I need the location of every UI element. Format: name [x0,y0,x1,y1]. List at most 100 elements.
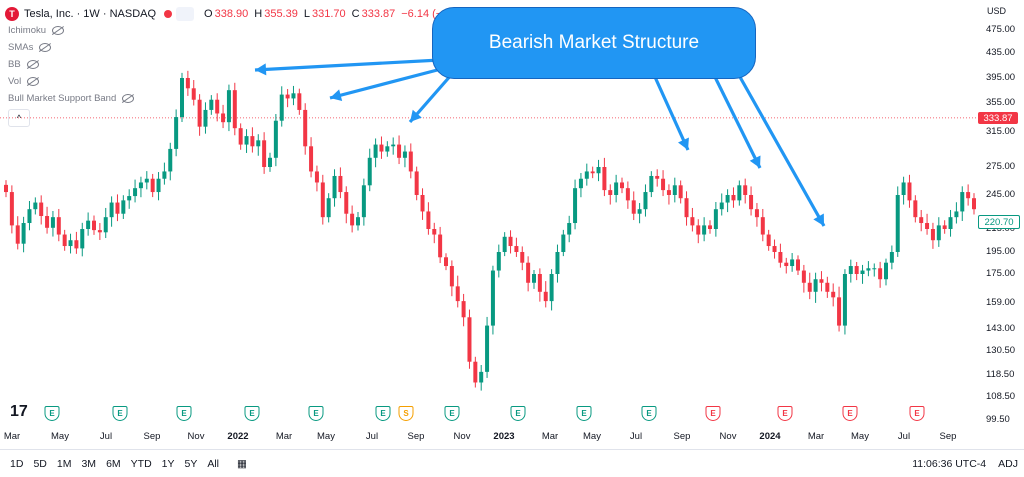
earnings-event-icon[interactable]: E [641,406,657,421]
candle-body [232,90,237,129]
candle-body [162,171,167,179]
indicator-bb[interactable]: BB [8,59,39,70]
price-tick-label: 99.50 [986,414,1010,425]
range-1m-button[interactable]: 1M [56,457,72,470]
candle-body [942,225,947,229]
annotation-arrow [713,76,762,169]
candle-body [766,234,771,247]
hidden-eye-icon[interactable] [27,77,40,86]
earnings-event-icon[interactable]: E [308,406,324,421]
time-tick-label: Nov [719,431,737,442]
candle-body [391,144,396,147]
range-3m-button[interactable]: 3M [81,457,97,470]
candle-body [356,217,360,226]
indicator-bull-band[interactable]: Bull Market Support Band [8,93,135,104]
earnings-event-icon[interactable]: E [777,406,793,421]
hidden-eye-icon[interactable] [122,94,135,103]
candle-body [960,192,965,212]
earnings-event-icon[interactable]: E [842,406,858,421]
earnings-event-icon[interactable]: S [398,406,414,421]
candle-body [174,117,179,149]
market-status-icon [164,10,173,18]
candle-body [56,217,61,235]
earnings-event-icon[interactable]: E [112,406,128,421]
calendar-icon[interactable]: ▦ [237,457,247,470]
time-tick-label: Mar [3,431,21,442]
currency-label[interactable]: USD [986,6,1006,16]
tradingview-logo-icon[interactable]: 17 [10,403,28,420]
adj-toggle[interactable]: ADJ [998,457,1018,470]
range-6m-button[interactable]: 6M [106,457,121,470]
candle-body [50,217,55,228]
candle-body [602,167,607,191]
compare-icon[interactable] [176,7,195,21]
indicator-ichimoku[interactable]: Ichimoku [8,25,65,36]
candle-body [807,282,812,292]
time-tick-label: Sep [407,431,425,442]
price-tick-label: 118.50 [986,369,1015,380]
candle-body [250,136,255,147]
candle-body [68,240,73,247]
candle-body [127,196,132,201]
earnings-event-icon[interactable]: E [444,406,460,421]
earnings-event-icon[interactable]: E [44,406,60,421]
candle-body [684,198,689,218]
arrow-head-icon [410,109,422,122]
range-1y-button[interactable]: 1Y [161,457,175,470]
candle-body [438,234,443,258]
candle-body [649,175,654,193]
candle-body [831,291,836,298]
candle-body [9,192,14,226]
price-tick-label: 275.00 [986,161,1016,172]
time-tick-label: Mar [807,431,825,442]
time-tick-label: 2023 [493,431,515,442]
range-5y-button[interactable]: 5Y [184,457,198,470]
candle-body [338,175,343,193]
candle-body [467,317,472,362]
earnings-event-icon[interactable]: E [705,406,721,421]
time-tick-label: Sep [939,431,957,442]
candle-body [121,200,126,214]
hidden-eye-icon[interactable] [52,26,65,35]
earnings-event-icon[interactable]: E [244,406,260,421]
candle-body [907,182,912,201]
earnings-event-icon[interactable]: E [510,406,526,421]
range-ytd-button[interactable]: YTD [130,457,152,470]
candle-body [690,217,695,226]
candle-body [666,190,671,195]
earnings-event-icon[interactable]: E [909,406,925,421]
annotation-bubble[interactable]: Bearish Market Structure [432,7,756,79]
indicator-smas[interactable]: SMAs [8,42,52,53]
time-tick-label: Sep [143,431,161,442]
range-5d-button[interactable]: 5D [33,457,47,470]
price-tick-label: 315.00 [986,126,1016,137]
ohlc-low-label: L [303,8,310,20]
hidden-eye-icon[interactable] [26,60,39,69]
range-all-button[interactable]: All [207,457,220,470]
range-1d-button[interactable]: 1D [10,457,24,470]
indicator-label: Ichimoku [8,25,47,36]
clock-label[interactable]: 11:06:36 UTC-4 [912,457,987,470]
time-tick-label: May [851,431,869,442]
candle-body [109,202,114,218]
earnings-event-icon[interactable]: E [576,406,592,421]
candle-body [97,230,102,233]
symbol-title[interactable]: Tesla, Inc. · 1W · NASDAQ [24,8,157,20]
candle-body [866,268,871,271]
price-tick-label: 245.00 [986,189,1016,200]
annotation-arrow [254,58,441,72]
candle-body [420,195,425,212]
candle-body [590,171,595,174]
earnings-event-icon[interactable]: E [375,406,391,421]
indicator-vol[interactable]: Vol [8,76,40,87]
candle-body [772,246,777,252]
tesla-logo-icon: T [5,7,19,21]
hidden-eye-icon[interactable] [39,43,52,52]
candle-body [21,223,26,244]
earnings-event-icon[interactable]: E [176,406,192,421]
price-tick-label: 108.50 [986,391,1016,402]
candle-body [778,252,783,263]
time-tick-label: Jul [897,431,911,442]
candle-body [285,94,290,99]
